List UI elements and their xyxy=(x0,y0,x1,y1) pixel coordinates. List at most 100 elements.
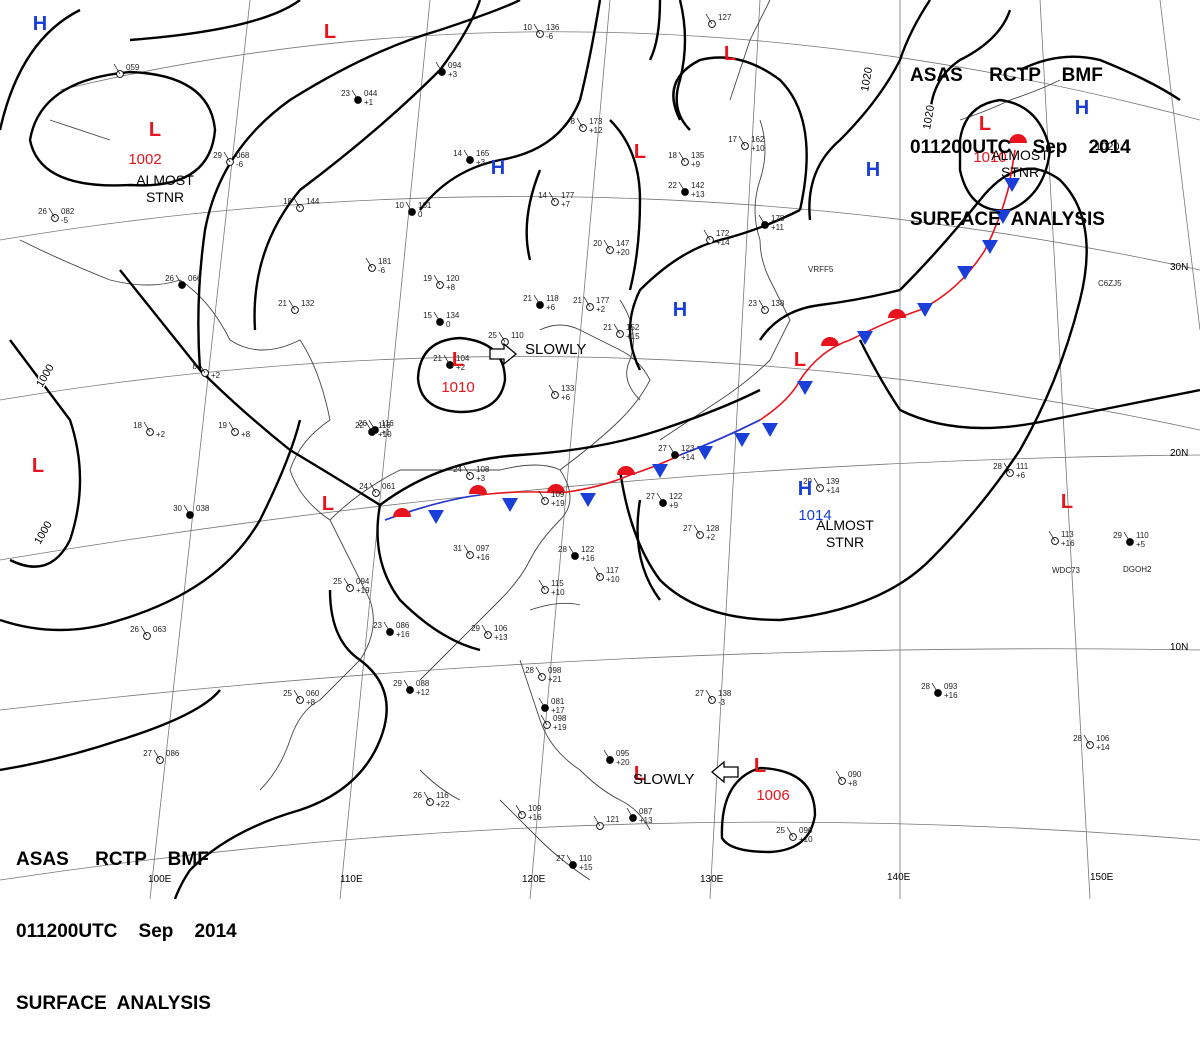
station-tendency: +6 xyxy=(561,393,571,402)
wind-barb-icon xyxy=(576,117,584,129)
station-pressure: 122 xyxy=(581,545,595,554)
station-tendency: +9 xyxy=(691,160,701,169)
wind-barb-icon xyxy=(583,296,591,308)
svg-text:L: L xyxy=(322,493,334,515)
station-plot: 21 177+2 xyxy=(573,296,610,314)
isobar-label: 1020 xyxy=(921,104,937,130)
station-plot: 30 038 xyxy=(173,504,210,519)
wind-barb-icon xyxy=(383,621,391,633)
station-pressure: 142 xyxy=(691,181,705,190)
low-center: L xyxy=(634,141,646,163)
station-pressure: 104 xyxy=(456,354,470,363)
wind-barb-icon xyxy=(533,23,541,35)
station-temp: 26 xyxy=(358,419,367,428)
station-plot: 23 044+1 xyxy=(341,89,378,107)
station-tendency: +15 xyxy=(579,863,593,872)
station-temp: 27 xyxy=(695,689,704,698)
station-pressure: 138 xyxy=(718,689,732,698)
station-pressure: 122 xyxy=(669,492,683,501)
cold-front-icon xyxy=(762,423,778,437)
cold-front-icon xyxy=(734,433,750,447)
low-center: 1006 xyxy=(756,787,789,804)
center-pressure-value: 1010 xyxy=(973,149,1006,166)
wind-barb-icon xyxy=(403,679,411,691)
ship-id: C6ZJ5 xyxy=(1098,279,1122,288)
wind-barb-icon xyxy=(540,714,548,726)
station-pressure: 116 xyxy=(381,419,394,428)
station-tendency: +10 xyxy=(551,588,565,597)
ship-id: DGOH2 xyxy=(1123,565,1152,574)
motion-label: SLOWLY xyxy=(633,771,694,788)
low-center: L xyxy=(324,21,336,43)
station-temp: 19 xyxy=(218,421,227,430)
station-plot: 29 068-6 xyxy=(213,151,250,169)
wind-barb-icon xyxy=(293,689,301,701)
station-pressure: 087 xyxy=(639,807,653,816)
station-tendency: +17 xyxy=(551,706,565,715)
station-pressure: 066 xyxy=(188,274,202,283)
station-pressure: 106 xyxy=(1096,734,1110,743)
station-tendency: +8 xyxy=(848,779,858,788)
station-plot: 8 173+12 xyxy=(571,117,604,135)
svg-text:L: L xyxy=(32,455,44,477)
station-pressure: 123 xyxy=(681,444,695,453)
station-plot: 22 116 +10 xyxy=(355,421,392,439)
station-plot: 29 088+12 xyxy=(393,679,430,697)
station-pressure: 134 xyxy=(446,311,460,320)
station-plot: 26 066 xyxy=(165,274,202,289)
station-temp: 27 xyxy=(683,524,692,533)
station-pressure: 117 xyxy=(606,566,619,575)
wind-barb-icon xyxy=(593,566,601,578)
station-tendency: +2 xyxy=(596,305,606,314)
station-tendency: -6 xyxy=(378,266,386,275)
isobar-label: 1020 xyxy=(859,66,875,92)
wind-barb-icon xyxy=(365,257,373,269)
svg-text:L: L xyxy=(149,119,161,141)
station-plot: 17 162+10 xyxy=(728,135,765,153)
station-tendency: +14 xyxy=(716,238,730,247)
station-plot: 178+11 xyxy=(758,214,785,232)
station-temp: 21 xyxy=(433,354,442,363)
station-pressure: 128 xyxy=(706,524,720,533)
station-tendency: +7 xyxy=(561,200,571,209)
station-temp: 25 xyxy=(488,331,497,340)
station-temp: 25 xyxy=(283,689,292,698)
wind-barb-icon xyxy=(140,625,148,637)
station-plot: 27 110+15 xyxy=(556,854,593,872)
station-temp: 8 xyxy=(193,362,198,371)
wind-barb-icon xyxy=(538,697,546,709)
ship-id: VRFF5 xyxy=(808,265,834,274)
station-pressure: 110 xyxy=(579,854,592,863)
station-pressure: 094 xyxy=(356,577,370,586)
center-note: STNR xyxy=(826,534,864,550)
station-plot: 10 136-6 xyxy=(523,23,560,41)
svg-text:H: H xyxy=(673,299,687,321)
wind-barb-icon xyxy=(693,524,701,536)
low-center: L xyxy=(754,755,766,777)
svg-text:L: L xyxy=(724,43,736,65)
station-tendency: +22 xyxy=(436,800,450,809)
station-temp: 18 xyxy=(283,197,292,206)
wind-barb-icon xyxy=(498,331,506,343)
station-pressure: 086 xyxy=(166,749,180,758)
station-tendency: +16 xyxy=(1061,539,1075,548)
wind-barb-icon xyxy=(678,151,686,163)
cold-front-icon xyxy=(917,303,933,317)
motion-arrow-icon xyxy=(710,760,739,784)
wind-barb-icon xyxy=(548,191,556,203)
station-temp: 21 xyxy=(523,294,532,303)
wind-barb-icon xyxy=(931,682,939,694)
motion-indicator: SLOWLY xyxy=(489,341,586,366)
high-center: H xyxy=(33,13,47,35)
station-plot: 21 132 xyxy=(278,299,315,314)
wind-barb-icon xyxy=(678,181,686,193)
station-pressure: 152 xyxy=(626,323,640,332)
cold-front-icon xyxy=(1004,178,1020,192)
station-pressure: 136 xyxy=(546,23,560,32)
station-temp: 29 xyxy=(213,151,222,160)
wind-barb-icon xyxy=(758,214,766,226)
station-tendency: +14 xyxy=(826,486,840,495)
station-pressure: 147 xyxy=(616,239,630,248)
